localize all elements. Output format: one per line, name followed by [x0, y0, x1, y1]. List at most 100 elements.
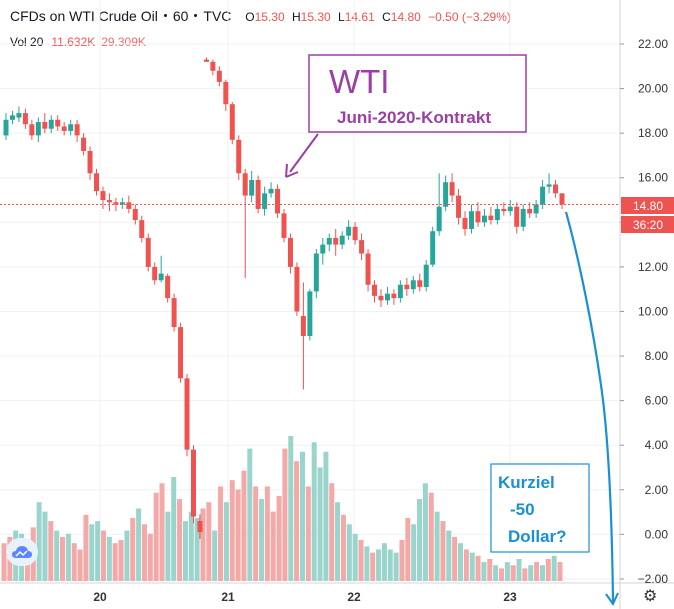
candle	[430, 226, 436, 267]
candle	[106, 193, 112, 212]
volume-bar	[452, 536, 458, 581]
candle-body	[397, 284, 403, 299]
candle	[281, 208, 287, 243]
candle	[449, 173, 455, 203]
candle	[540, 179, 546, 209]
candle	[501, 202, 507, 216]
volume-bar	[182, 521, 188, 581]
candle-body	[488, 215, 494, 221]
candle-body	[372, 284, 378, 296]
volume-legend[interactable]: Vol 20 11.632K 29.309K	[10, 35, 146, 49]
candle	[242, 168, 248, 279]
volume-bar	[504, 562, 510, 581]
target-line-1: Kurziel	[498, 473, 555, 492]
volume-bar	[352, 533, 358, 581]
candle-body	[501, 208, 507, 212]
volume-bar	[253, 486, 259, 581]
candle-body	[171, 298, 177, 328]
ohlc-values: O15.30 H15.30 L14.61 C14.80 −0.50 (−3.29…	[245, 10, 515, 24]
candle	[48, 115, 54, 134]
candle	[397, 280, 403, 303]
volume-bar	[346, 524, 352, 581]
candle	[55, 115, 61, 131]
volume-bar	[323, 451, 329, 581]
volume-bar	[545, 558, 551, 581]
tradingview-cloud-icon[interactable]	[6, 538, 38, 566]
candle	[423, 260, 429, 292]
volume-bar	[223, 502, 229, 581]
price-tick-label: 20.00	[638, 82, 668, 96]
close-value: 14.80	[390, 10, 421, 24]
price-tick-label: −2.00	[638, 572, 669, 586]
candle-body	[481, 215, 487, 223]
candle	[417, 273, 423, 292]
candle-body	[307, 291, 313, 336]
time-tick-label: 22	[347, 590, 361, 604]
volume-bar	[118, 540, 124, 581]
candle-body	[326, 237, 332, 245]
volume-bar	[487, 558, 493, 581]
volume-bar	[481, 562, 487, 581]
volume-bar	[393, 552, 399, 581]
candle-body	[365, 253, 371, 285]
volume-bar	[381, 543, 387, 581]
volume-bar	[311, 442, 317, 581]
candle-body	[559, 193, 565, 205]
candle	[462, 211, 468, 236]
volume-bar	[48, 521, 54, 581]
current-price-label: 14.80	[633, 199, 663, 213]
candle-body	[417, 280, 423, 287]
volume-bar	[282, 448, 288, 581]
volume-bar	[458, 543, 464, 581]
volume-bar	[112, 543, 118, 581]
candle	[378, 289, 384, 308]
volume-bar	[1, 543, 7, 581]
candle-body	[287, 237, 293, 267]
close-label: C	[382, 10, 391, 24]
symbol-name[interactable]: CFDs on WTI Crude Oil	[10, 8, 158, 24]
candle-body	[210, 61, 216, 71]
interval[interactable]: 60	[172, 8, 189, 24]
candle	[326, 233, 332, 252]
volume-bar	[95, 521, 101, 581]
candle	[262, 186, 268, 216]
candle	[229, 101, 235, 145]
volume-bar	[177, 499, 183, 581]
price-axis[interactable]: 22.0020.0018.0016.0014.0012.0010.008.006…	[620, 37, 668, 586]
candle	[61, 122, 67, 136]
candle-body	[61, 126, 67, 131]
volume-bar	[77, 549, 83, 581]
volume-value: 11.632K	[51, 35, 96, 49]
volume-bar	[358, 540, 364, 581]
open-label: O	[245, 10, 255, 24]
time-axis[interactable]: 20 21 22 23	[93, 590, 517, 604]
candle-body	[3, 119, 9, 136]
candle	[333, 229, 339, 256]
volume-bar	[340, 514, 346, 581]
gear-icon[interactable]: ⚙	[643, 588, 658, 605]
volume-bar	[399, 540, 405, 581]
candle-body	[436, 206, 442, 232]
volume-bar	[229, 480, 235, 581]
candle	[22, 108, 28, 129]
candle-body	[203, 59, 209, 62]
candle-body	[514, 206, 520, 227]
candle	[559, 193, 565, 209]
price-tick-label: 8.00	[645, 349, 669, 363]
candle	[320, 237, 326, 265]
countdown-label: 36:20	[633, 218, 663, 232]
candle-body	[410, 280, 416, 290]
volume-label: Vol 20	[10, 35, 44, 49]
candle-body	[119, 202, 125, 205]
candle-body	[494, 208, 500, 221]
candle-body	[249, 179, 255, 196]
price-tick-label: 4.00	[645, 438, 669, 452]
volume-bar	[376, 549, 382, 581]
candle-body	[42, 122, 48, 129]
volume-bar	[493, 565, 499, 581]
candle	[365, 249, 371, 292]
candle-body	[520, 208, 526, 227]
candle	[410, 275, 416, 294]
candle-body	[229, 104, 235, 140]
